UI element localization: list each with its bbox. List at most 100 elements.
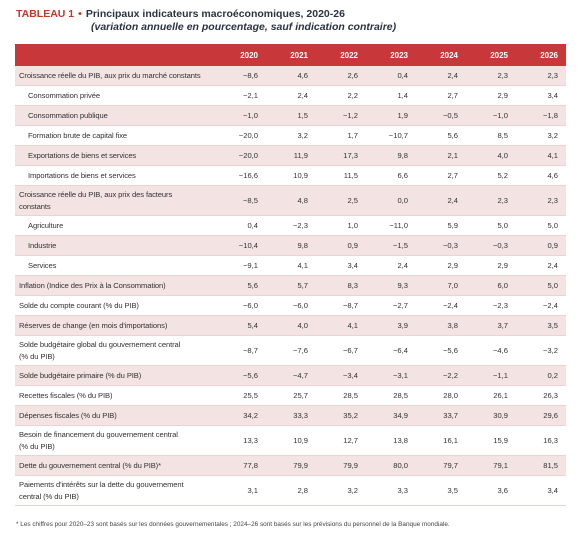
row-label: Recettes fiscales (% du PIB) bbox=[15, 385, 216, 406]
cell-value: 2,3 bbox=[466, 66, 516, 86]
cell-value: 10,9 bbox=[266, 165, 316, 186]
cell-value: 1,4 bbox=[366, 85, 416, 106]
cell-value: 2,4 bbox=[266, 85, 316, 106]
cell-value: −2,3 bbox=[466, 295, 516, 316]
cell-value: 0,4 bbox=[216, 215, 266, 236]
cell-value: 2,3 bbox=[466, 185, 516, 216]
table-row: Agriculture 0,4 −2,3 1,0 −11,0 5,9 5,0 5,0 bbox=[15, 215, 566, 236]
cell-value: 29,6 bbox=[516, 405, 566, 426]
cell-value: 79,1 bbox=[466, 455, 516, 476]
row-label: Besoin de financement du gouvernement ce… bbox=[15, 425, 216, 456]
data-table: 2020 2021 2022 2023 2024 2025 2026 Croissance … bbox=[15, 44, 566, 506]
row-label: Consommation privée bbox=[15, 85, 216, 106]
cell-value: 2,9 bbox=[466, 85, 516, 106]
table-subtitle: (variation annuelle en pourcentage, sauf… bbox=[91, 21, 397, 33]
cell-value: −1,8 bbox=[516, 105, 566, 126]
cell-value: 26,1 bbox=[466, 385, 516, 406]
row-label: Importations de biens et services bbox=[15, 165, 216, 186]
cell-value: −9,1 bbox=[216, 255, 266, 276]
cell-value: 28,5 bbox=[366, 385, 416, 406]
column-header: 2023 bbox=[366, 44, 416, 66]
cell-value: 77,8 bbox=[216, 455, 266, 476]
header-corner bbox=[15, 44, 216, 66]
cell-value: 16,3 bbox=[516, 425, 566, 456]
column-header: 2020 bbox=[216, 44, 266, 66]
cell-value: 0,4 bbox=[366, 66, 416, 86]
table-row: Formation brute de capital fixe −20,0 3,2 1… bbox=[15, 125, 566, 146]
cell-value: −2,4 bbox=[516, 295, 566, 316]
cell-value: −1,0 bbox=[216, 105, 266, 126]
table-row: Paiements d'intérêts sur la dette du gou… bbox=[15, 475, 566, 506]
cell-value: 8,5 bbox=[466, 125, 516, 146]
cell-value: 9,8 bbox=[366, 145, 416, 166]
cell-value: 4,8 bbox=[266, 185, 316, 216]
header-row: 2020 2021 2022 2023 2024 2025 2026 bbox=[15, 44, 566, 66]
cell-value: 5,6 bbox=[416, 125, 466, 146]
cell-value: 2,3 bbox=[516, 185, 566, 216]
cell-value: −2,2 bbox=[416, 365, 466, 386]
cell-value: −4,7 bbox=[266, 365, 316, 386]
table-row: Croissance réelle du PIB, aux prix des f… bbox=[15, 185, 566, 216]
cell-value: 2,8 bbox=[266, 475, 316, 506]
cell-value: 3,2 bbox=[266, 125, 316, 146]
cell-value: 3,8 bbox=[416, 315, 466, 336]
table-row: Dépenses fiscales (% du PIB) 34,2 33,3 35,2… bbox=[15, 405, 566, 426]
cell-value: −3,4 bbox=[316, 365, 366, 386]
cell-value: 5,0 bbox=[516, 215, 566, 236]
header: TABLEAU 1 • Principaux indicateurs macroéc… bbox=[16, 8, 566, 33]
cell-value: 16,1 bbox=[416, 425, 466, 456]
cell-value: 2,1 bbox=[416, 145, 466, 166]
cell-value: −16,6 bbox=[216, 165, 266, 186]
cell-value: 6,6 bbox=[366, 165, 416, 186]
cell-value: 33,7 bbox=[416, 405, 466, 426]
cell-value: −8,5 bbox=[216, 185, 266, 216]
table-row: Croissance réelle du PIB, aux prix du ma… bbox=[15, 66, 566, 86]
table-row: Besoin de financement du gouvernement ce… bbox=[15, 425, 566, 456]
cell-value: −6,4 bbox=[366, 335, 416, 366]
table-row: Recettes fiscales (% du PIB) 25,5 25,7 28,5… bbox=[15, 385, 566, 406]
row-label: Exportations de biens et services bbox=[15, 145, 216, 166]
cell-value: −8,6 bbox=[216, 66, 266, 86]
cell-value: 2,2 bbox=[316, 85, 366, 106]
cell-value: 4,6 bbox=[266, 66, 316, 86]
cell-value: 4,1 bbox=[266, 255, 316, 276]
row-label: Dépenses fiscales (% du PIB) bbox=[15, 405, 216, 426]
cell-value: 2,7 bbox=[416, 85, 466, 106]
cell-value: 2,7 bbox=[416, 165, 466, 186]
row-label: Réserves de change (en mois d'importatio… bbox=[15, 315, 216, 336]
cell-value: 3,4 bbox=[516, 85, 566, 106]
cell-value: 34,2 bbox=[216, 405, 266, 426]
cell-value: 3,7 bbox=[466, 315, 516, 336]
cell-value: 11,5 bbox=[316, 165, 366, 186]
cell-value: 3,2 bbox=[316, 475, 366, 506]
cell-value: −1,0 bbox=[466, 105, 516, 126]
cell-value: 7,0 bbox=[416, 275, 466, 296]
table-row: Consommation publique −1,0 1,5 −1,2 1,9 −0,5−… bbox=[15, 105, 566, 126]
column-header: 2024 bbox=[416, 44, 466, 66]
cell-value: 15,9 bbox=[466, 425, 516, 456]
cell-value: 4,0 bbox=[466, 145, 516, 166]
cell-value: −20,0 bbox=[216, 145, 266, 166]
cell-value: 4,0 bbox=[266, 315, 316, 336]
cell-value: −5,6 bbox=[416, 335, 466, 366]
table-row: Inflation (Indice des Prix à la Consomma… bbox=[15, 275, 566, 296]
cell-value: 3,4 bbox=[316, 255, 366, 276]
cell-value: 3,1 bbox=[216, 475, 266, 506]
cell-value: 9,8 bbox=[266, 235, 316, 256]
table-row: Importations de biens et services −16,6 10… bbox=[15, 165, 566, 186]
cell-value: 2,9 bbox=[416, 255, 466, 276]
row-label: Dette du gouvernement central (% du PIB)… bbox=[15, 455, 216, 476]
cell-value: 3,5 bbox=[516, 315, 566, 336]
cell-value: 8,3 bbox=[316, 275, 366, 296]
table-row: Solde du compte courant (% du PIB) −6,0 −6… bbox=[15, 295, 566, 316]
cell-value: 1,7 bbox=[316, 125, 366, 146]
cell-value: 0,0 bbox=[366, 185, 416, 216]
cell-value: 28,0 bbox=[416, 385, 466, 406]
table-row: Dette du gouvernement central (% du PIB)… bbox=[15, 455, 566, 476]
row-label: Solde du compte courant (% du PIB) bbox=[15, 295, 216, 316]
table-title: Principaux indicateurs macroéconomiques,… bbox=[85, 8, 345, 20]
cell-value: 3,2 bbox=[516, 125, 566, 146]
cell-value: 0,9 bbox=[316, 235, 366, 256]
cell-value: 5,9 bbox=[416, 215, 466, 236]
